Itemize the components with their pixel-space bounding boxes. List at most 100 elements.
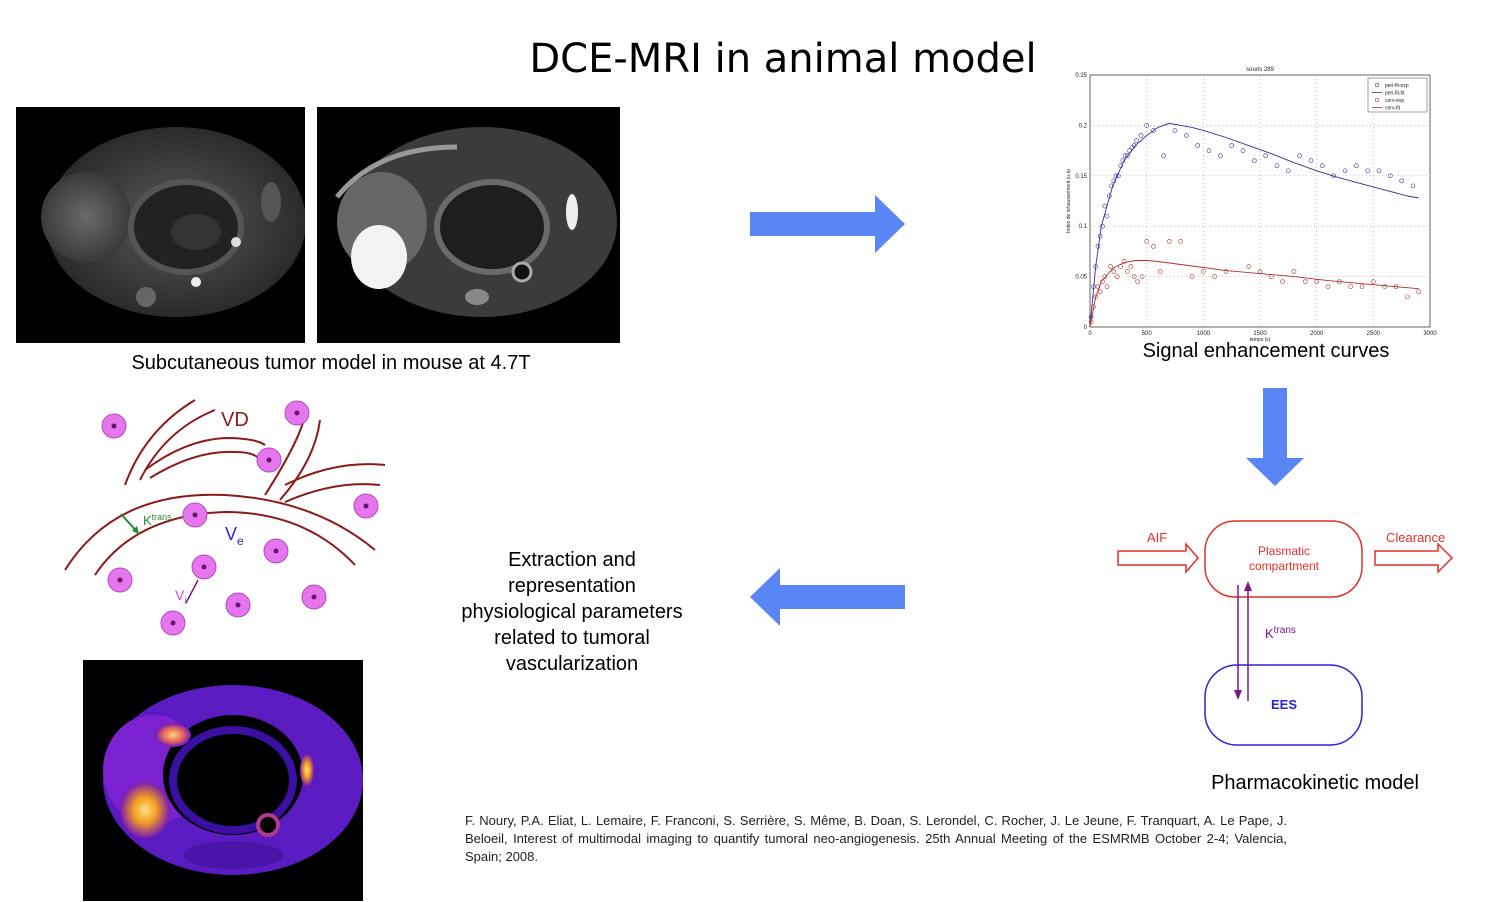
data-point xyxy=(1121,259,1127,264)
data-point xyxy=(1097,289,1103,295)
data-point xyxy=(1157,269,1163,274)
data-point xyxy=(1104,284,1110,289)
data-point xyxy=(1274,163,1280,169)
data-point xyxy=(1342,168,1348,174)
data-point xyxy=(1138,133,1144,138)
arrow-down-icon xyxy=(1246,388,1304,486)
legend-swatch xyxy=(1374,97,1380,103)
plasmatic-label: Plasmatic xyxy=(1258,544,1310,558)
x-tick-label: 2000 xyxy=(1310,331,1324,337)
data-point xyxy=(1399,178,1404,184)
data-point xyxy=(1201,269,1206,274)
data-point xyxy=(1206,148,1212,153)
x-tick-label: 1000 xyxy=(1197,331,1211,337)
data-point xyxy=(1223,269,1229,274)
y-tick-label: 0.2 xyxy=(1079,123,1088,129)
pharmacokinetic-diagram: AIF Plasmatic compartment Clearance EES … xyxy=(1117,520,1454,746)
data-point xyxy=(1134,138,1139,143)
data-point xyxy=(1365,168,1370,174)
data-point xyxy=(1161,153,1166,158)
chart-xlabel: temps (s) xyxy=(1250,337,1271,343)
y-tick-label: 0.05 xyxy=(1075,275,1087,281)
data-point xyxy=(1354,163,1359,169)
data-point xyxy=(1388,173,1393,179)
plasmatic-compartment-box xyxy=(1204,520,1363,598)
chart-title: souris 289 xyxy=(1246,67,1274,73)
mri-image-precontrast xyxy=(16,107,305,343)
vi-label: Vi xyxy=(175,587,187,607)
legend-label: peri-fit-fit xyxy=(1385,90,1405,96)
data-point xyxy=(1109,183,1114,189)
chart-ylabel: Index de rehaussement (u.a) xyxy=(1066,169,1072,233)
data-point xyxy=(1122,153,1128,158)
legend-swatch xyxy=(1374,82,1380,88)
data-point xyxy=(1189,274,1195,279)
parametric-map-image xyxy=(83,660,363,901)
pk-caption: Pharmacokinetic model xyxy=(1211,772,1419,794)
data-point xyxy=(1263,153,1268,158)
mri-caption: Subcutaneous tumor model in mouse at 4.7… xyxy=(131,352,531,374)
data-point xyxy=(1144,123,1149,128)
compartment-label: compartment xyxy=(1249,559,1320,573)
data-point xyxy=(1240,148,1246,153)
aif-arrow-icon xyxy=(1117,541,1199,575)
data-point xyxy=(1108,264,1113,269)
data-point xyxy=(1212,274,1217,279)
data-point xyxy=(1095,284,1101,289)
aif-label: AIF xyxy=(1147,530,1167,545)
data-point xyxy=(1371,279,1376,284)
vessel-diagram: VD Ktrans Ve Vi xyxy=(64,399,386,636)
y-tick-label: 0.1 xyxy=(1079,224,1088,230)
cell-group xyxy=(101,400,379,636)
ees-box xyxy=(1204,664,1363,746)
data-point xyxy=(1280,279,1285,284)
series-line xyxy=(1089,122,1419,328)
data-point xyxy=(1111,269,1117,274)
curves-caption: Signal enhancement curves xyxy=(1142,340,1390,362)
data-point xyxy=(1320,163,1325,169)
data-point xyxy=(1151,128,1156,133)
pk-ktrans-label: Ktrans xyxy=(1265,625,1296,641)
data-point xyxy=(1131,274,1137,279)
series-line xyxy=(1089,260,1419,328)
legend-label: peri-fit-exp xyxy=(1385,83,1409,89)
data-point xyxy=(1218,153,1223,158)
y-tick-label: 0 xyxy=(1084,325,1088,331)
data-point xyxy=(1195,143,1200,148)
reference-citation: F. Noury, P.A. Eliat, L. Lemaire, F. Fra… xyxy=(465,813,1287,864)
legend-label: cerv-exp xyxy=(1385,98,1404,104)
x-tick-label: 2500 xyxy=(1367,331,1381,337)
data-point xyxy=(1286,168,1291,174)
data-point xyxy=(1178,239,1183,244)
ktrans-label: Ktrans xyxy=(143,512,172,528)
data-point xyxy=(1252,158,1257,163)
data-point xyxy=(1376,168,1382,174)
legend-label: cerv-fit xyxy=(1385,105,1401,111)
data-point xyxy=(1172,128,1178,133)
arrow-left-icon xyxy=(750,568,905,626)
ees-label: EES xyxy=(1271,697,1297,712)
data-point xyxy=(1348,284,1353,289)
y-tick-label: 0.25 xyxy=(1075,73,1087,79)
y-tick-label: 0.15 xyxy=(1075,174,1087,180)
data-point xyxy=(1104,213,1110,219)
data-point xyxy=(1405,294,1410,300)
data-point xyxy=(1246,264,1251,269)
data-point xyxy=(1303,279,1308,284)
page-title: DCE-MRI in animal model xyxy=(529,36,1037,82)
data-point xyxy=(1125,153,1130,158)
x-tick-label: 1500 xyxy=(1253,331,1267,337)
data-point xyxy=(1297,153,1302,158)
data-point xyxy=(1229,143,1234,148)
extraction-caption: Extraction and representation physiologi… xyxy=(461,549,683,675)
data-point xyxy=(1382,284,1387,289)
data-point xyxy=(1359,284,1365,289)
data-point xyxy=(1114,274,1120,279)
data-point xyxy=(1410,183,1416,189)
data-point xyxy=(1325,284,1331,289)
x-tick-label: 0 xyxy=(1088,331,1092,337)
data-point xyxy=(1167,239,1172,244)
mri-image-postcontrast xyxy=(317,107,620,343)
data-point xyxy=(1139,274,1145,279)
data-point xyxy=(1144,239,1149,244)
